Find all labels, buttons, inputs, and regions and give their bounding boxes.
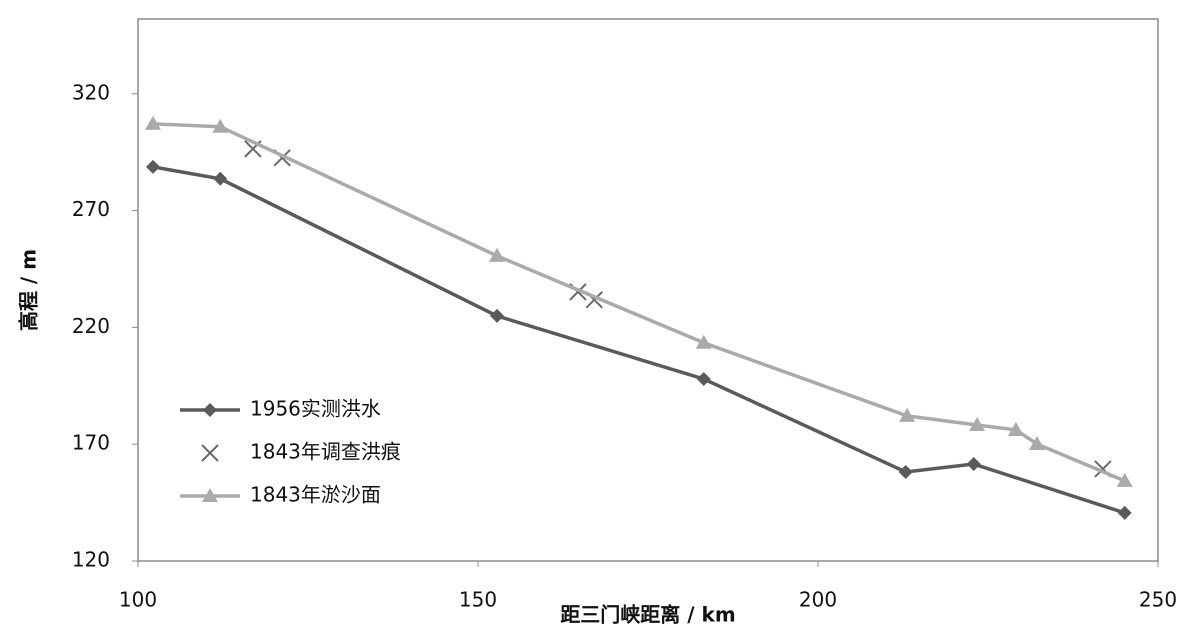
x-tick-label: 150 [459,588,497,612]
y-axis-title: 高程 / m [17,249,41,331]
legend-marker [203,403,217,417]
y-tick-label: 270 [72,197,110,221]
legend-label: 1843年调查洪痕 [250,440,401,464]
legend-marker [202,488,218,502]
marker [212,118,229,133]
y-tick-label: 120 [72,548,110,572]
y-tick-label: 220 [72,314,110,338]
legend-label: 1843年淤沙面 [250,483,381,507]
marker [696,372,711,387]
legend-marker [201,444,219,462]
legend-label: 1956实测洪水 [250,397,381,421]
marker [966,457,981,472]
marker [1116,472,1133,487]
x-tick-label: 100 [119,588,157,612]
marker [898,464,913,479]
x-axis-title: 距三门峡距离 / km [560,603,735,627]
marker [969,417,986,432]
marker [1007,421,1024,436]
marker [1117,505,1132,520]
marker [489,247,506,262]
x-tick-label: 200 [799,588,837,612]
plot-frame [137,18,1159,562]
marker [490,308,505,323]
y-tick-label: 320 [72,80,110,104]
marker [695,334,712,349]
x-tick-label: 250 [1139,588,1177,612]
y-tick-label: 170 [72,431,110,455]
marker [899,407,916,422]
marker [1028,435,1045,450]
marker [144,115,161,130]
marker [145,159,160,174]
marker [213,171,228,186]
